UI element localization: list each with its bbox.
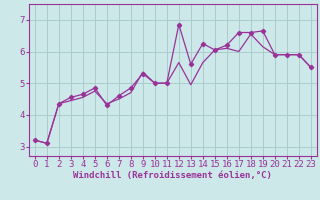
X-axis label: Windchill (Refroidissement éolien,°C): Windchill (Refroidissement éolien,°C) [73, 171, 272, 180]
